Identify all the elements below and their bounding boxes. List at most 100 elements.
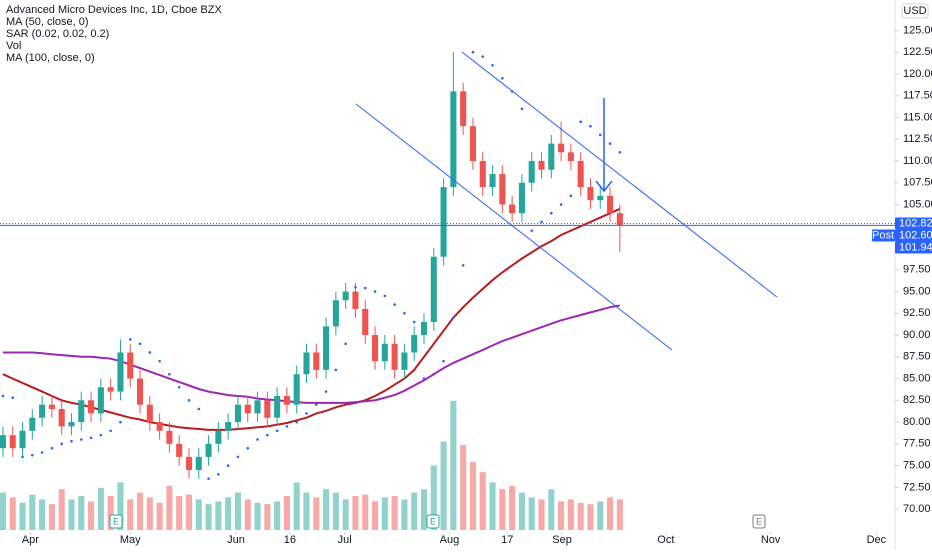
volume-bar — [58, 489, 65, 530]
candle-body — [323, 326, 330, 370]
candle-body — [234, 404, 241, 423]
volume-bar — [558, 501, 565, 530]
y-tick-label: 87.50 — [903, 351, 931, 363]
y-tick-label: 117.50 — [903, 90, 932, 102]
candle-body — [401, 352, 408, 370]
earnings-box[interactable] — [752, 514, 766, 529]
legend-entry[interactable]: MA (100, close, 0) — [6, 52, 95, 64]
candle-body — [558, 143, 565, 153]
candle-body — [381, 343, 388, 362]
volume-bar — [117, 482, 124, 530]
earnings-box[interactable] — [426, 514, 440, 529]
candle-body — [489, 174, 496, 188]
volume-bar — [39, 499, 46, 530]
sar-dot — [70, 439, 73, 443]
sar-dot — [412, 320, 416, 324]
volume-bar — [156, 502, 163, 530]
earnings-marker[interactable]: E — [756, 516, 762, 526]
sar-dot — [559, 203, 563, 206]
legend-entry[interactable]: MA (50, close, 0) — [6, 16, 89, 28]
sar-dot — [40, 451, 44, 454]
y-tick-label: 92.50 — [903, 307, 931, 319]
y-tick-label: 122.50 — [903, 46, 932, 58]
sar-dot — [275, 429, 279, 433]
price-label: Post — [872, 229, 894, 241]
sar-dot — [168, 372, 171, 376]
volume-bar — [78, 496, 85, 530]
volume-bar — [528, 497, 535, 530]
x-tick-label: May — [120, 534, 141, 546]
volume-bar — [283, 496, 290, 530]
sar-dot — [520, 107, 524, 111]
candle-body — [518, 182, 525, 214]
sar-dot — [569, 194, 573, 198]
legend-entry[interactable]: Vol — [6, 40, 21, 52]
earnings-box[interactable] — [109, 514, 123, 529]
candle-body — [479, 161, 486, 188]
x-tick-label: Aug — [440, 534, 460, 546]
earnings-marker[interactable]: E — [430, 516, 436, 526]
sar-dot — [197, 407, 201, 411]
legend-entry[interactable]: SAR (0.02, 0.02, 0.2) — [6, 28, 109, 40]
volume-bar — [195, 499, 202, 530]
currency-button[interactable] — [901, 3, 929, 19]
volume-bar — [567, 499, 574, 530]
sar-dot — [608, 142, 612, 145]
candle-body — [225, 422, 232, 431]
volume-bar — [450, 400, 457, 530]
sar-dot — [1, 394, 5, 398]
sar-dot — [530, 229, 534, 232]
candle-body — [420, 322, 428, 336]
volume-bar — [323, 489, 330, 530]
sar-dot — [31, 453, 34, 457]
volume-bar — [205, 504, 212, 530]
earnings-marker[interactable]: E — [113, 516, 119, 526]
sar-dot — [540, 220, 543, 224]
candle-body — [48, 404, 55, 410]
arrow-head — [595, 180, 613, 193]
candle-body — [616, 213, 623, 226]
ma-line — [2, 304, 620, 404]
candle-body — [136, 378, 144, 405]
candle-body — [342, 291, 349, 301]
sar-dot — [236, 455, 240, 459]
y-tick-label: 85.00 — [903, 372, 931, 384]
price-label: 101.94 — [899, 241, 932, 253]
sar-dot — [177, 385, 181, 389]
candle-body — [58, 409, 65, 427]
sar-dot — [11, 396, 15, 400]
x-tick-label: Sep — [552, 534, 572, 546]
volume-bar — [136, 492, 144, 530]
volume-bar — [587, 504, 594, 530]
volume-bar — [499, 489, 506, 530]
volume-bar — [127, 499, 134, 530]
x-tick-label: Apr — [22, 534, 39, 546]
volume-bar — [29, 494, 36, 530]
sar-dot — [491, 63, 494, 67]
candle-body — [607, 195, 614, 214]
y-tick-label: 70.00 — [903, 503, 931, 515]
volume-bar — [509, 485, 516, 530]
volume-bar — [616, 499, 623, 530]
x-tick-label: Oct — [657, 534, 674, 546]
y-tick-label: 120.00 — [903, 68, 932, 80]
x-tick-label: Nov — [761, 534, 781, 546]
volume-bar — [518, 492, 525, 530]
sar-dot — [393, 303, 396, 306]
sar-dot — [344, 342, 347, 346]
sar-dot — [452, 316, 455, 319]
price-label: 102.82 — [899, 217, 932, 229]
y-tick-label: 112.50 — [903, 133, 932, 145]
sar-dot — [442, 359, 445, 363]
sar-dot — [461, 264, 465, 267]
y-tick-label: 72.50 — [903, 481, 931, 493]
volume-bar — [293, 482, 300, 530]
sar-dot — [207, 477, 210, 480]
sar-dot — [403, 312, 406, 315]
candle-body — [88, 400, 95, 414]
volume-bar — [254, 502, 261, 530]
sar-dot — [128, 338, 132, 341]
currency[interactable]: USD — [903, 5, 926, 17]
candle-body — [185, 456, 193, 470]
